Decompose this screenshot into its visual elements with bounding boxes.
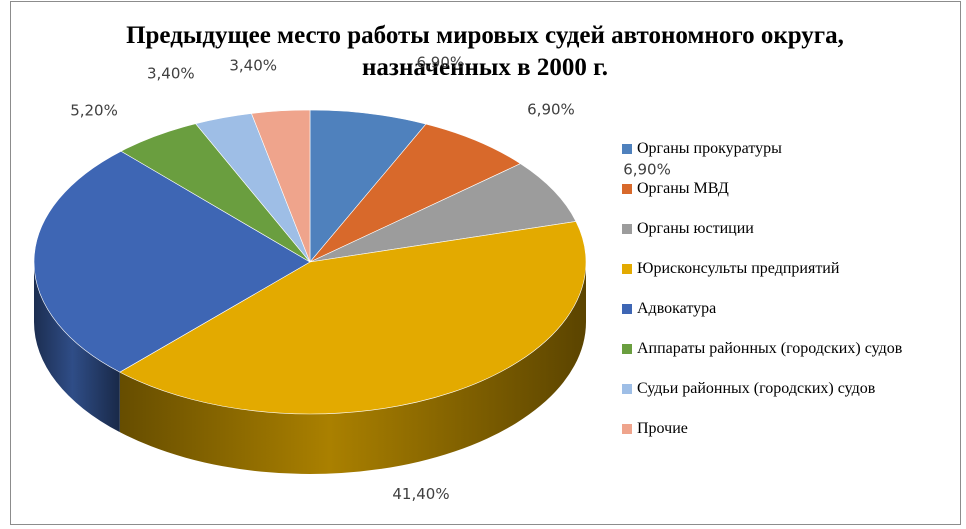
legend-item-7[interactable]: Судьи районных (городских) судов: [622, 379, 902, 399]
data-label-2: 6,90%: [527, 101, 575, 119]
chart-legend: Органы прокуратуры Органы МВД Органы юстиц…: [622, 139, 902, 459]
legend-item-4[interactable]: Юрисконсульты предприятий: [622, 259, 902, 279]
data-label-6: 5,20%: [70, 102, 118, 120]
data-label-1: 6,90%: [416, 54, 464, 72]
legend-label: Судьи районных (городских) судов: [637, 380, 876, 397]
legend-item-2[interactable]: Органы МВД: [622, 179, 902, 199]
legend-item-6[interactable]: Аппараты районных (городских) судов: [622, 339, 902, 359]
legend-swatch: [622, 144, 632, 154]
data-label-8: 3,40%: [229, 57, 277, 75]
legend-label: Юрисконсульты предприятий: [637, 260, 840, 277]
pie-slice-4[interactable]: [119, 221, 587, 415]
pie-slice-3[interactable]: [309, 163, 577, 263]
pie-slice-2[interactable]: [309, 123, 522, 263]
legend-swatch: [622, 344, 632, 354]
pie-side-5: [34, 262, 120, 433]
legend-label: Адвокатура: [637, 300, 717, 317]
chart-title: Предыдущее место работы мировых судей ав…: [126, 22, 844, 81]
data-label-3: 6,90%: [623, 160, 671, 178]
legend-label: Органы юстиции: [637, 220, 754, 237]
legend-swatch: [622, 184, 632, 194]
legend-swatch: [622, 384, 632, 394]
legend-label: Прочие: [637, 420, 688, 437]
pie-side-4: [119, 262, 586, 475]
legend-swatch: [622, 424, 632, 434]
legend-item-8[interactable]: Прочие: [622, 419, 902, 439]
legend-label: Органы МВД: [637, 180, 729, 197]
legend-swatch: [622, 264, 632, 274]
legend-item-1[interactable]: Органы прокуратуры: [622, 139, 902, 159]
data-label-7: 3,40%: [147, 64, 195, 82]
pie-slice-8[interactable]: [251, 109, 311, 263]
legend-label: Органы прокуратуры: [637, 140, 782, 157]
legend-swatch: [622, 304, 632, 314]
legend-swatch: [622, 224, 632, 234]
legend-item-5[interactable]: Адвокатура: [622, 299, 902, 319]
data-label-4: 41,40%: [392, 485, 449, 503]
legend-label: Аппараты районных (городских) судов: [637, 340, 903, 357]
pie-slice-5[interactable]: [33, 150, 311, 373]
legend-item-3[interactable]: Органы юстиции: [622, 219, 902, 239]
pie-slice-1[interactable]: [309, 109, 427, 263]
